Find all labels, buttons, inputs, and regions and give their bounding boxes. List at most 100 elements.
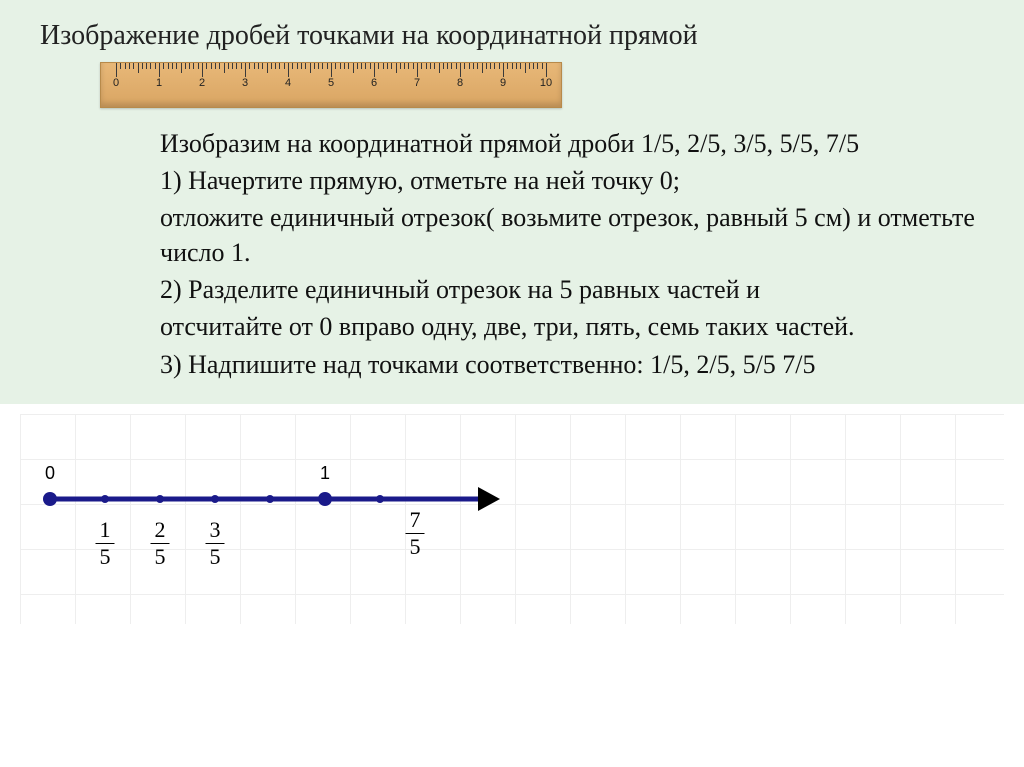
ruler-tick-minor <box>297 63 298 69</box>
ruler-tick-label: 7 <box>414 77 420 89</box>
ruler-tick-minor <box>370 63 371 69</box>
ruler-tick-minor <box>232 63 233 69</box>
ruler-tick-minor <box>318 63 319 69</box>
ruler-tick-minor <box>241 63 242 69</box>
ruler-tick-minor <box>439 63 440 73</box>
ruler-tick-minor <box>404 63 405 69</box>
ruler-tick-minor <box>357 63 358 69</box>
ruler-tick-minor <box>486 63 487 69</box>
axis-point-major <box>318 492 332 506</box>
ruler-tick-minor <box>271 63 272 69</box>
ruler-tick-major <box>202 63 203 77</box>
fraction-denominator: 5 <box>96 544 115 568</box>
ruler-tick-label: 2 <box>199 77 205 89</box>
ruler-tick-major <box>374 63 375 77</box>
fraction-numerator: 3 <box>206 519 225 544</box>
fraction-numerator: 2 <box>151 519 170 544</box>
axis-point-minor <box>101 495 109 503</box>
axis-point-minor <box>266 495 274 503</box>
ruler-tick-minor <box>383 63 384 69</box>
ruler-tick-minor <box>292 63 293 69</box>
fraction-label: 15 <box>96 519 115 568</box>
ruler-tick-minor <box>335 63 336 69</box>
fraction-denominator: 5 <box>406 534 425 558</box>
ruler-tick-minor <box>391 63 392 69</box>
ruler-tick-minor <box>499 63 500 69</box>
ruler-tick-minor <box>133 63 134 69</box>
ruler-tick-minor <box>396 63 397 73</box>
ruler-tick-minor <box>267 63 268 73</box>
ruler-tick-minor <box>434 63 435 69</box>
ruler-tick-minor <box>215 63 216 69</box>
ruler-tick-minor <box>340 63 341 69</box>
intro-line: Изобразим на координатной прямой дроби 1… <box>160 126 984 161</box>
ruler-tick-minor <box>327 63 328 69</box>
ruler-tick-minor <box>525 63 526 73</box>
step1-line-b: отложите единичный отрезок( возьмите отр… <box>160 200 984 270</box>
slide-title: Изображение дробей точками на координатн… <box>40 20 984 52</box>
ruler-tick-major <box>417 63 418 77</box>
ruler-tick-minor <box>507 63 508 69</box>
axis-point-minor <box>376 495 384 503</box>
axis-point-minor <box>211 495 219 503</box>
ruler-tick-minor <box>447 63 448 69</box>
step2-line-b: отсчитайте от 0 вправо одну, две, три, п… <box>160 309 984 344</box>
ruler-tick-minor <box>512 63 513 69</box>
ruler-tick-major <box>159 63 160 77</box>
step1-line-a: 1) Начертите прямую, отметьте на ней точ… <box>160 163 984 198</box>
slide-upper: Изображение дробей точками на координатн… <box>0 0 1024 404</box>
instruction-text: Изобразим на координатной прямой дроби 1… <box>160 126 984 382</box>
axis-point-major <box>43 492 57 506</box>
ruler-tick-minor <box>120 63 121 69</box>
ruler-tick-major <box>331 63 332 77</box>
ruler-tick-minor <box>542 63 543 69</box>
step3-line: 3) Надпишите над точками соответственно:… <box>160 347 984 382</box>
ruler-tick-minor <box>469 63 470 69</box>
ruler-tick-major <box>245 63 246 77</box>
fraction-denominator: 5 <box>206 544 225 568</box>
ruler-tick-minor <box>413 63 414 69</box>
ruler-tick-minor <box>430 63 431 69</box>
ruler-tick-minor <box>537 63 538 69</box>
ruler-tick-minor <box>168 63 169 69</box>
ruler-tick-minor <box>305 63 306 69</box>
ruler-tick-minor <box>224 63 225 73</box>
ruler-tick-minor <box>456 63 457 69</box>
ruler-graphic: 012345678910 <box>100 62 562 108</box>
ruler-tick-label: 1 <box>156 77 162 89</box>
fraction-numerator: 7 <box>406 509 425 534</box>
ruler-tick-minor <box>163 63 164 69</box>
ruler-tick-minor <box>275 63 276 69</box>
ruler-tick-minor <box>155 63 156 69</box>
ruler-tick-minor <box>198 63 199 69</box>
ruler-tick-minor <box>348 63 349 69</box>
ruler-tick-minor <box>185 63 186 69</box>
ruler-tick-minor <box>344 63 345 69</box>
ruler-tick-minor <box>494 63 495 69</box>
ruler-tick-major <box>460 63 461 77</box>
axis-arrowhead <box>478 487 500 511</box>
ruler-tick-minor <box>314 63 315 69</box>
ruler-tick-minor <box>516 63 517 69</box>
ruler-tick-minor <box>189 63 190 69</box>
fraction-label: 75 <box>406 509 425 558</box>
ruler-tick-minor <box>172 63 173 69</box>
ruler-tick-minor <box>206 63 207 69</box>
fraction-label: 35 <box>206 519 225 568</box>
ruler-tick-label: 5 <box>328 77 334 89</box>
ruler-tick-minor <box>451 63 452 69</box>
axis-point-minor <box>156 495 164 503</box>
ruler-container: 012345678910 <box>100 62 984 108</box>
ruler-tick-minor <box>301 63 302 69</box>
ruler-tick-minor <box>387 63 388 69</box>
fraction-label: 25 <box>151 519 170 568</box>
ruler-tick-minor <box>408 63 409 69</box>
ruler-tick-minor <box>322 63 323 69</box>
ruler-tick-minor <box>464 63 465 69</box>
ruler-tick-minor <box>228 63 229 69</box>
ruler-tick-minor <box>150 63 151 69</box>
ruler-tick-minor <box>176 63 177 69</box>
ruler-tick-minor <box>421 63 422 69</box>
ruler-tick-label: 6 <box>371 77 377 89</box>
ruler-tick-minor <box>378 63 379 69</box>
